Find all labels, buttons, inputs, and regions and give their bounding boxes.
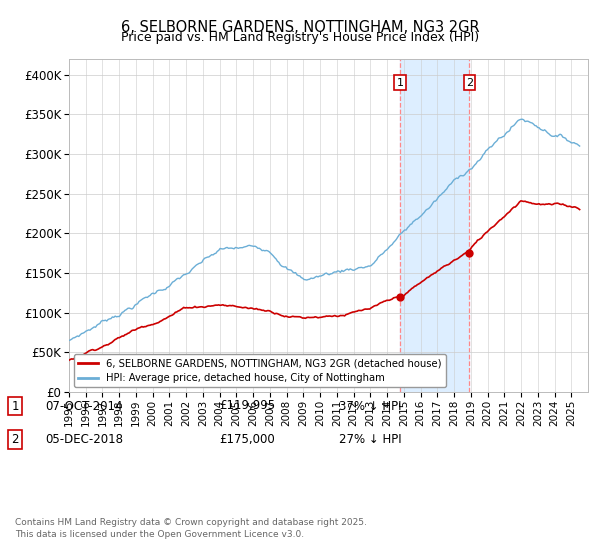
Text: Price paid vs. HM Land Registry's House Price Index (HPI): Price paid vs. HM Land Registry's House … (121, 31, 479, 44)
Text: 37% ↓ HPI: 37% ↓ HPI (339, 399, 401, 413)
Legend: 6, SELBORNE GARDENS, NOTTINGHAM, NG3 2GR (detached house), HPI: Average price, d: 6, SELBORNE GARDENS, NOTTINGHAM, NG3 2GR… (74, 354, 445, 387)
Bar (400, 59, 469, 392)
Text: Contains HM Land Registry data © Crown copyright and database right 2025.
This d: Contains HM Land Registry data © Crown c… (15, 518, 367, 539)
Text: 6, SELBORNE GARDENS, NOTTINGHAM, NG3 2GR: 6, SELBORNE GARDENS, NOTTINGHAM, NG3 2GR (121, 20, 479, 35)
Text: 1: 1 (11, 399, 19, 413)
Text: 2: 2 (11, 433, 19, 446)
Text: £119,995: £119,995 (219, 399, 275, 413)
Text: 27% ↓ HPI: 27% ↓ HPI (339, 433, 401, 446)
Text: 1: 1 (397, 78, 403, 87)
Text: £175,000: £175,000 (219, 433, 275, 446)
Text: 2: 2 (466, 78, 473, 87)
Text: 05-DEC-2018: 05-DEC-2018 (45, 433, 123, 446)
Text: 07-OCT-2014: 07-OCT-2014 (45, 399, 122, 413)
